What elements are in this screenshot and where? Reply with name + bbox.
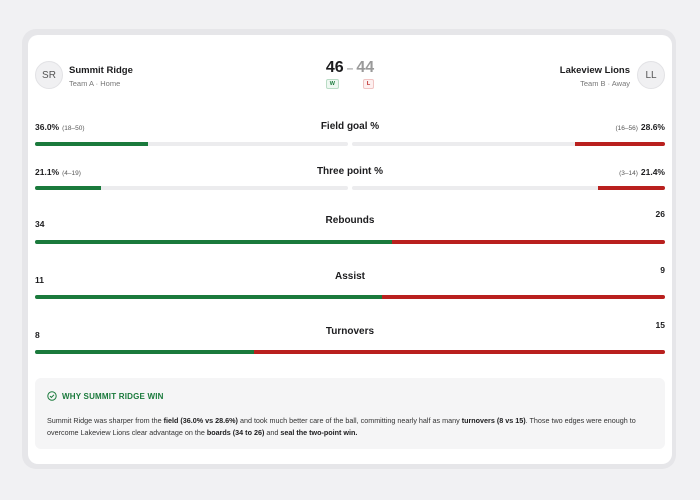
away-bar	[381, 295, 665, 299]
home-value: 21.1% (4–19)	[35, 167, 81, 177]
summary-text: Summit Ridge was sharper from the field …	[47, 415, 647, 439]
away-detail: (16–56)	[615, 125, 638, 132]
check-icon	[47, 391, 57, 401]
home-subtitle: Team A · Home	[69, 79, 121, 88]
summary-segment: and took much better care of the ball, c…	[237, 416, 462, 425]
home-name: Summit Ridge	[69, 65, 133, 76]
summary-segment: field (36.0% vs 28.6%)	[163, 416, 238, 425]
summary-segment: seal the two-point win.	[280, 428, 358, 437]
home-bar	[35, 350, 255, 354]
home-bar	[35, 240, 392, 244]
home-bar	[35, 295, 382, 299]
away-bar	[392, 240, 665, 244]
score-separator: –	[346, 61, 354, 75]
summary-title: WHY SUMMIT RIDGE WIN	[62, 391, 164, 401]
away-avatar: LL	[637, 61, 665, 89]
away-name: Lakeview Lions	[559, 65, 630, 76]
home-avatar: SR	[35, 61, 63, 89]
home-score: 46	[325, 59, 344, 76]
summary: WHY SUMMIT RIDGE WIN Summit Ridge was sha…	[35, 378, 665, 449]
split-track	[35, 350, 665, 354]
summary-segment: . Those two edges were enough to overcom…	[47, 416, 636, 437]
stat-label: Turnovers	[325, 326, 375, 337]
scoreline: 46–44	[300, 59, 400, 77]
away-value: (16–56) 28.6%	[615, 122, 665, 132]
summary-segment: turnovers (8 vs 15)	[461, 416, 526, 425]
summary-segment: and	[264, 428, 281, 437]
split-track	[35, 240, 665, 244]
home-detail: (18–50)	[62, 125, 85, 132]
home-track	[35, 142, 348, 146]
home-bar	[35, 142, 148, 146]
home-value: 34	[35, 219, 45, 229]
home-value-label: 36.0%	[35, 122, 60, 132]
stat-label: Three point %	[316, 166, 384, 177]
away-bar	[254, 350, 665, 354]
stat-label: Rebounds	[325, 215, 375, 226]
home-detail: (4–19)	[62, 170, 81, 177]
away-bar	[575, 142, 665, 146]
home-result: W	[325, 79, 339, 89]
split-track	[35, 295, 665, 299]
away-value: 26	[655, 209, 665, 219]
away-track	[352, 186, 665, 190]
away-track	[352, 142, 665, 146]
away-value: 9	[660, 265, 665, 275]
stat-label: Assist	[334, 271, 365, 282]
away-score: 44	[356, 59, 375, 76]
summary-segment: boards (34 to 26)	[206, 428, 265, 437]
away-detail: (3–14)	[619, 170, 638, 177]
home-track	[35, 186, 348, 190]
summary-header: WHY SUMMIT RIDGE WIN	[47, 391, 164, 401]
away-value-label: 21.4%	[640, 167, 665, 177]
home-value: 8	[35, 330, 40, 340]
away-bar	[598, 186, 665, 190]
away-subtitle: Team B · Away	[580, 79, 630, 88]
away-result: L	[362, 79, 375, 89]
home-value: 36.0% (18–50)	[35, 122, 85, 132]
summary-segment: Summit Ridge was sharper from the	[47, 416, 164, 425]
away-value-label: 28.6%	[640, 122, 665, 132]
home-value: 11	[35, 275, 44, 285]
away-value: 15	[655, 320, 665, 330]
home-value-label: 21.1%	[35, 167, 60, 177]
home-bar	[35, 186, 102, 190]
away-value: (3–14) 21.4%	[619, 167, 665, 177]
stat-label: Field goal %	[320, 121, 380, 132]
